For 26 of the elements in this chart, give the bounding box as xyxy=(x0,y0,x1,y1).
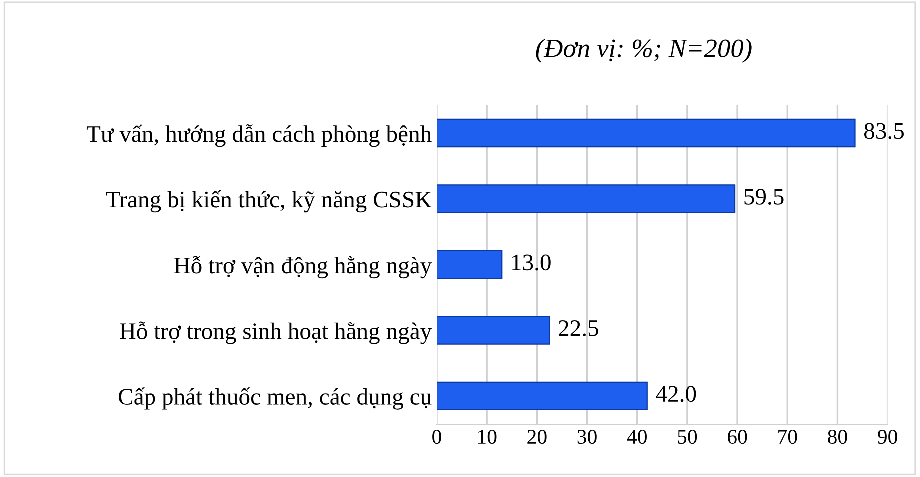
x-tick-label: 80 xyxy=(828,430,848,444)
data-label: 83.5 xyxy=(864,123,904,140)
y-tick-label: Cấp phát thuốc men, các dụng cụ xyxy=(119,388,432,410)
bar xyxy=(437,382,648,411)
x-tick-label: 40 xyxy=(627,430,647,444)
y-tick-label: Hỗ trợ trong sinh hoạt hằng ngày xyxy=(120,322,432,344)
bar xyxy=(437,250,503,280)
x-tick-label: 0 xyxy=(432,430,442,444)
x-tick-label: 20 xyxy=(528,430,547,444)
data-label: 59.5 xyxy=(744,189,784,206)
x-tick-label: 60 xyxy=(728,430,748,444)
chart-subtitle: (Đơn vị: %; N=200) xyxy=(536,38,752,63)
x-tick-label: 10 xyxy=(478,430,497,444)
x-tick-label: 50 xyxy=(678,430,698,444)
x-tick-label: 90 xyxy=(878,430,898,444)
bar xyxy=(437,184,736,214)
data-label: 42.0 xyxy=(656,386,696,402)
data-label: 22.5 xyxy=(559,320,598,336)
y-tick-label: Hỗ trợ vận động hằng ngày xyxy=(174,256,432,279)
bar xyxy=(437,118,856,148)
x-tick-label: 70 xyxy=(778,430,798,444)
y-tick-label: Tư vấn, hướng dẫn cách phòng bệnh xyxy=(86,124,432,148)
data-label: 13.0 xyxy=(512,254,551,271)
x-tick-label: 30 xyxy=(578,430,597,444)
bar xyxy=(437,316,550,345)
y-tick-label: Trang bị kiến thức, kỹ năng CSSK xyxy=(106,190,432,213)
